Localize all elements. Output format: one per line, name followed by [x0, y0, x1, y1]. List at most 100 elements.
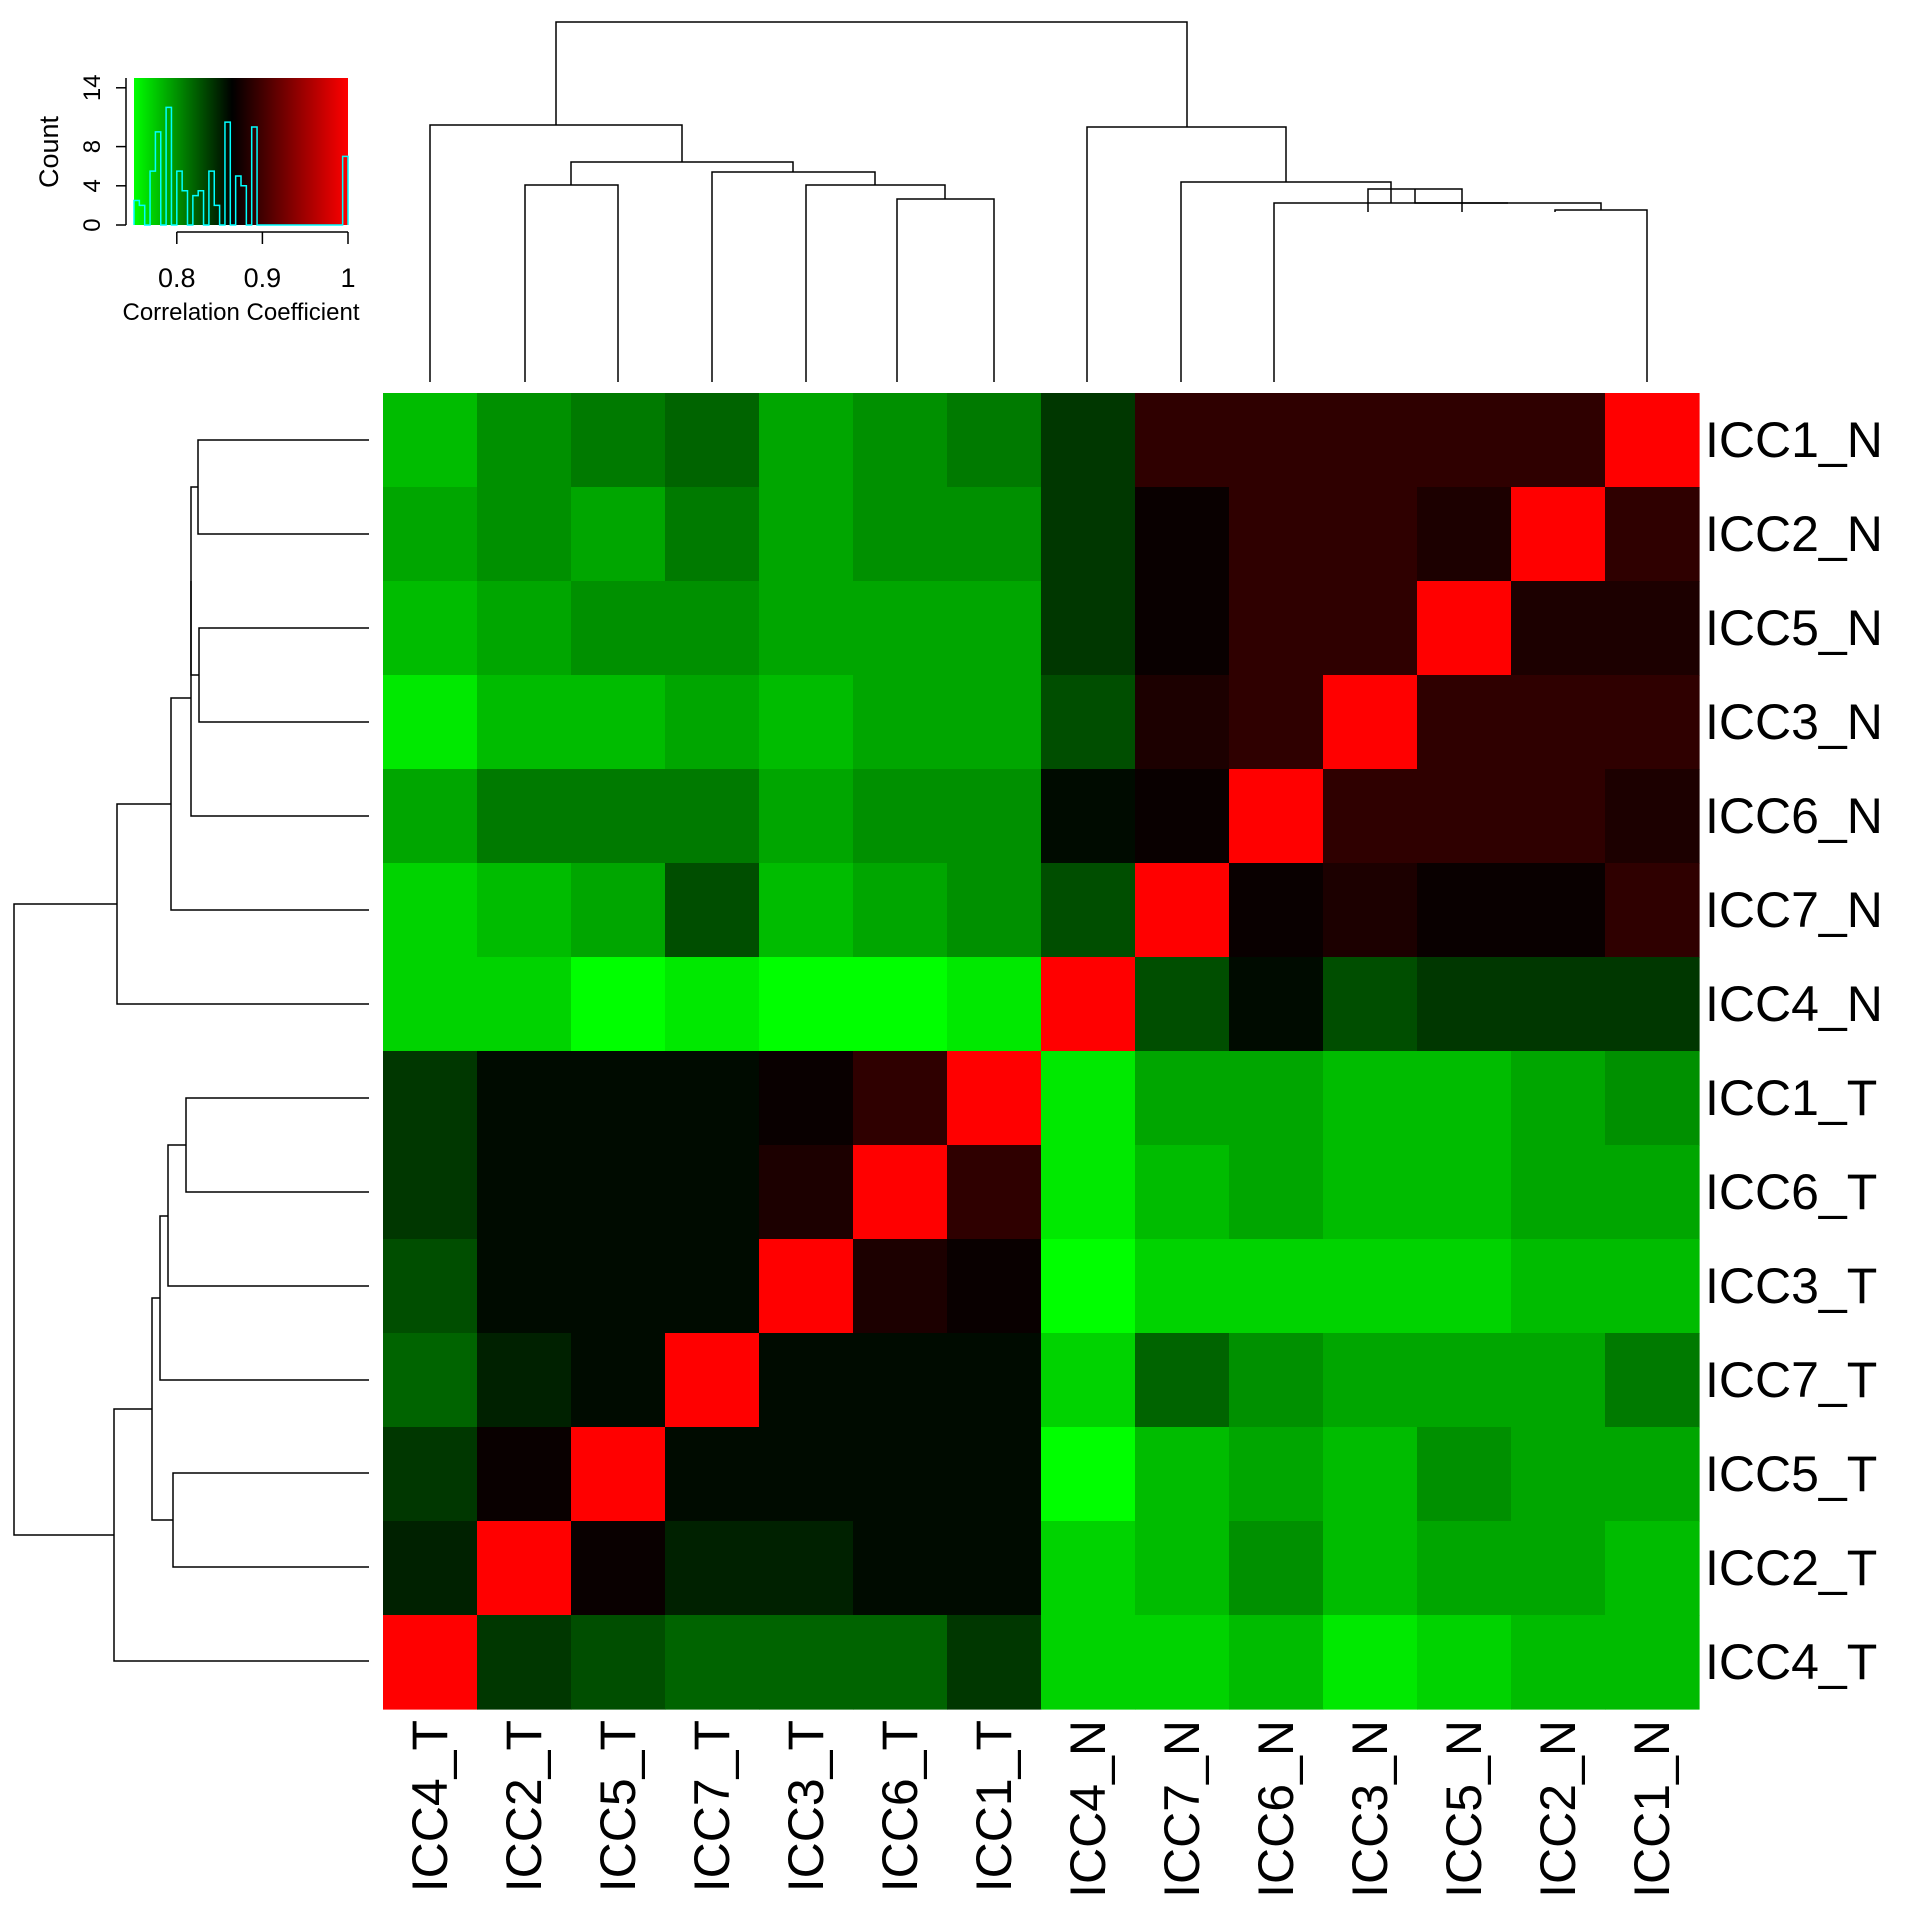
- color-key-y-tick-label: 4: [79, 179, 106, 192]
- row-label: ICC3_N: [1705, 694, 1883, 750]
- heatmap-cell: [665, 1051, 760, 1146]
- heatmap-cell: [1605, 1615, 1700, 1710]
- heatmap-cell: [1229, 487, 1324, 582]
- heatmap-cell: [1229, 1051, 1324, 1146]
- color-key-y-label: Count: [34, 115, 64, 188]
- heatmap-cell: [947, 1051, 1042, 1146]
- heatmap-cell: [383, 1145, 478, 1240]
- heatmap-cell: [1041, 957, 1136, 1052]
- heatmap-cell: [477, 1521, 572, 1616]
- heatmap-cell: [947, 769, 1042, 864]
- heatmap-cell: [665, 1521, 760, 1616]
- heatmap-cell: [571, 863, 666, 958]
- heatmap-cell: [1511, 957, 1606, 1052]
- heatmap-cell: [1323, 1333, 1418, 1428]
- heatmap-cell: [571, 581, 666, 676]
- heatmap-cell: [853, 1427, 948, 1522]
- column-label: ICC1_N: [1624, 1720, 1680, 1898]
- heatmap-cell: [665, 393, 760, 488]
- color-key: 0 4 8 14 0.8 0.9 1 Count Correlation Coeffici…: [34, 74, 360, 326]
- heatmap-cell: [1041, 1239, 1136, 1334]
- row-dendro-link: [170, 697, 369, 911]
- heatmap-cell: [1605, 1333, 1700, 1428]
- heatmap-cell: [1229, 1521, 1324, 1616]
- color-key-y-tick-label: 0: [79, 218, 106, 231]
- heatmap-cell: [1229, 863, 1324, 958]
- row-label: ICC4_T: [1705, 1634, 1877, 1690]
- heatmap-cell: [759, 393, 854, 488]
- heatmap-cell: [477, 1333, 572, 1428]
- heatmap-cell: [1041, 1145, 1136, 1240]
- heatmap-cell: [477, 675, 572, 770]
- heatmap-cell: [383, 581, 478, 676]
- row-dendro-link: [198, 627, 369, 723]
- heatmap-cell: [477, 1051, 572, 1146]
- heatmap-cell: [665, 1333, 760, 1428]
- heatmap-cell: [1417, 1239, 1512, 1334]
- heatmap-cell: [1417, 675, 1512, 770]
- heatmap-cell: [1323, 1427, 1418, 1522]
- heatmap-cell: [571, 1427, 666, 1522]
- heatmap-cell: [1605, 675, 1700, 770]
- heatmap-cell: [1417, 393, 1512, 488]
- heatmap-cell: [759, 581, 854, 676]
- heatmap-cell: [477, 1427, 572, 1522]
- color-key-y-ticks: 0 4 8 14: [79, 74, 126, 232]
- color-key-x-label: Correlation Coefficient: [122, 299, 359, 326]
- heatmap-cell: [1229, 957, 1324, 1052]
- heatmap-cell: [1417, 957, 1512, 1052]
- heatmap-cell: [759, 863, 854, 958]
- heatmap-cell: [1041, 675, 1136, 770]
- heatmap-cell: [853, 675, 948, 770]
- col-dendro-link: [570, 161, 794, 185]
- column-label: ICC5_N: [1436, 1720, 1492, 1898]
- heatmap-cell: [1135, 1333, 1230, 1428]
- heatmap-cell: [947, 863, 1042, 958]
- heatmap-cell: [853, 863, 948, 958]
- column-label: ICC1_T: [966, 1720, 1022, 1892]
- col-dendro-link: [1414, 189, 1602, 210]
- heatmap-cell: [477, 957, 572, 1052]
- heatmap-cell: [853, 393, 948, 488]
- heatmap-cell: [759, 1051, 854, 1146]
- heatmap-cell: [665, 957, 760, 1052]
- heatmap-cell: [1511, 487, 1606, 582]
- color-key-x-ticks: 0.8 0.9 1: [158, 231, 356, 293]
- heatmap-cell: [1417, 1051, 1512, 1146]
- heatmap-cell: [665, 675, 760, 770]
- color-key-x-tick-label: 1: [340, 263, 355, 293]
- heatmap-cell: [383, 769, 478, 864]
- color-key-y-tick-label: 14: [79, 74, 106, 101]
- row-label: ICC7_T: [1705, 1352, 1877, 1408]
- heatmap-cell: [1511, 581, 1606, 676]
- heatmap-cell: [477, 1615, 572, 1710]
- heatmap-cell: [947, 393, 1042, 488]
- row-dendro-link: [167, 1144, 369, 1287]
- heatmap-cell: [383, 675, 478, 770]
- col-dendro-link: [429, 124, 683, 382]
- heatmap-cell: [1041, 1427, 1136, 1522]
- heatmap-cell: [1323, 769, 1418, 864]
- heatmap-cell: [1041, 487, 1136, 582]
- heatmap-cell: [571, 1615, 666, 1710]
- row-dendro-link: [197, 439, 369, 535]
- heatmap-cell: [1417, 1145, 1512, 1240]
- heatmap-cell: [1323, 675, 1418, 770]
- heatmap-cell: [1135, 1615, 1230, 1710]
- heatmap-cell: [853, 957, 948, 1052]
- row-label: ICC2_N: [1705, 506, 1883, 562]
- row-dendrogram: [13, 439, 369, 1662]
- col-dendro-link: [1086, 126, 1287, 382]
- row-label: ICC5_T: [1705, 1446, 1877, 1502]
- heatmap-cell: [665, 863, 760, 958]
- heatmap-cell: [1135, 863, 1230, 958]
- col-dendro-link: [896, 198, 995, 382]
- row-label: ICC1_T: [1705, 1070, 1877, 1126]
- heatmap-cell: [1417, 1615, 1512, 1710]
- heatmap-cell: [1605, 769, 1700, 864]
- heatmap-cell: [1323, 957, 1418, 1052]
- heatmap-cell: [1041, 393, 1136, 488]
- row-label: ICC1_N: [1705, 412, 1883, 468]
- heatmap-cell: [1135, 1239, 1230, 1334]
- heatmap-cell: [759, 1521, 854, 1616]
